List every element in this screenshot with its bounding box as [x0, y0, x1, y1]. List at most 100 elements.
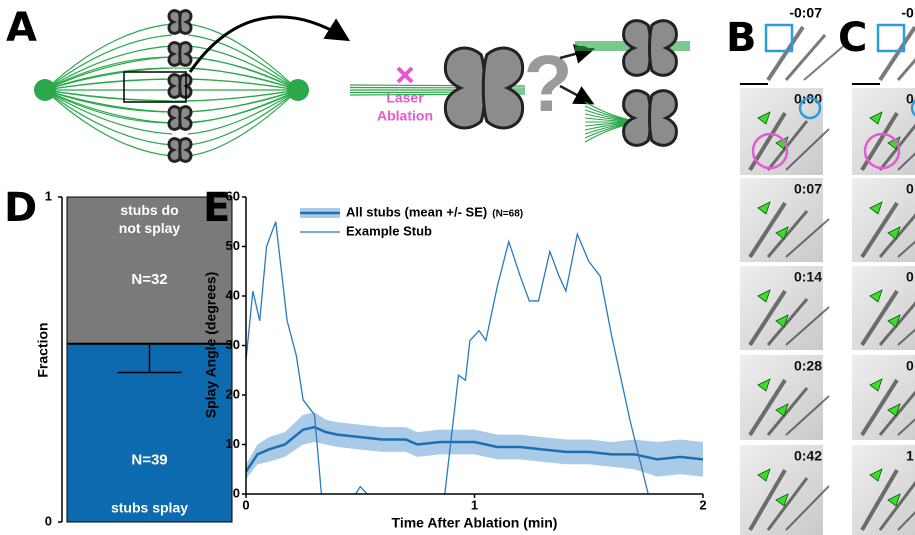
- spindle-fiber: [44, 89, 173, 146]
- image-cell: 0:18: [852, 178, 915, 262]
- fiber-streak: [784, 34, 827, 81]
- panel-label: B: [726, 15, 757, 61]
- micrograph: [852, 178, 915, 262]
- chromosome: [167, 137, 193, 163]
- arrowhead: [887, 314, 901, 328]
- fiber-streak: [766, 298, 809, 346]
- y-tick-label: 10: [226, 436, 240, 451]
- arrowhead: [775, 493, 789, 507]
- example-line: [245, 221, 649, 495]
- y-axis-label: Fraction: [35, 322, 51, 377]
- spindle-fiber: [187, 89, 299, 157]
- x-axis-label: Time After Ablation (min): [392, 515, 558, 531]
- outcome-arrow: [559, 44, 595, 64]
- roi-box: [876, 23, 906, 53]
- timestamp: 0:18: [906, 181, 915, 197]
- spindle-fiber: [44, 45, 173, 91]
- chromatid: [178, 41, 193, 67]
- chromosome: [167, 105, 193, 131]
- outcome-arrow: [559, 84, 595, 105]
- fiber-streak: [785, 485, 830, 531]
- legend-note: (N=68): [492, 209, 523, 220]
- fiber-streak: [860, 289, 899, 347]
- spindle-fiber: [187, 23, 299, 91]
- ablation-label: Ablation: [377, 108, 433, 124]
- timestamp: 0:07: [794, 181, 822, 197]
- content: A Laser Ablation ? D 0 1 Fraction N=39 stubs spla…: [4, 2, 915, 535]
- spindle-fiber: [187, 89, 299, 135]
- chromosome: [622, 89, 678, 147]
- y-tick-label: 50: [226, 238, 240, 253]
- fiber-streak: [897, 240, 915, 258]
- spindle-pole: [287, 79, 309, 101]
- stub-circle: [798, 96, 822, 120]
- arrowhead: [757, 111, 771, 125]
- arrowhead: [775, 314, 789, 328]
- timestamp: 0:42: [794, 448, 822, 464]
- y-axis-label: Splay Angle (degrees): [203, 272, 219, 419]
- chromatid: [622, 89, 652, 147]
- fiber-streak: [860, 378, 899, 437]
- panel-label: C: [838, 15, 867, 61]
- zoom-arrow: [188, 15, 351, 73]
- arrowhead: [869, 289, 883, 303]
- bar-segment: [66, 196, 233, 344]
- fiber-streak: [878, 213, 915, 258]
- spindle-fiber: [187, 89, 299, 146]
- chromosome: [622, 19, 678, 77]
- fiber-streak: [878, 301, 915, 346]
- spindle-fiber: [44, 23, 173, 91]
- image-cell: 0:42: [740, 445, 830, 535]
- ablation-circle: [751, 132, 789, 170]
- arrowhead: [757, 289, 771, 303]
- fiber-streak: [766, 210, 809, 258]
- timestamp: 0:27: [906, 269, 915, 285]
- chromatid: [178, 105, 193, 131]
- panel-label: A: [6, 5, 37, 51]
- spindle-fiber: [187, 67, 299, 91]
- fiber-streak: [860, 201, 899, 259]
- image-cell: 0:14: [740, 266, 830, 350]
- fiber-streak: [897, 418, 915, 436]
- image-cell: 0:07: [740, 178, 830, 262]
- arrowhead: [775, 226, 789, 240]
- micrograph: [852, 266, 915, 350]
- image-cell: -0:05: [870, 2, 915, 85]
- spindle-fiber: [44, 34, 173, 91]
- timestamp: 0:38: [906, 358, 915, 374]
- ablation-circle: [863, 132, 901, 170]
- arrowhead: [757, 201, 771, 215]
- y-tick-label: 0: [45, 513, 52, 528]
- panel-label: E: [203, 185, 230, 231]
- spindle-fiber: [187, 34, 299, 91]
- x-tick-label: 0: [242, 497, 249, 512]
- y-tick-label: 0: [233, 485, 240, 500]
- fiber-streak: [897, 152, 915, 171]
- timestamp: -0:07: [789, 5, 822, 21]
- count-label: N=32: [131, 271, 167, 288]
- arrowhead: [869, 201, 883, 215]
- y-tick-label: 40: [226, 287, 240, 302]
- spindle-fiber: [187, 89, 299, 113]
- fiber-streak: [878, 480, 915, 531]
- arrowhead: [869, 468, 883, 482]
- chromatid: [178, 9, 193, 35]
- arrowhead: [887, 493, 901, 507]
- ablation-label: Laser: [386, 90, 424, 106]
- spindle-pole: [34, 79, 56, 101]
- fiber-streak: [897, 511, 915, 531]
- chromosome: [167, 9, 193, 35]
- timestamp: 0:28: [794, 358, 822, 374]
- arrowhead: [869, 378, 883, 392]
- x-tick-label: 2: [699, 497, 706, 512]
- fiber-streak: [896, 58, 915, 81]
- spindle-fiber: [44, 89, 299, 102]
- chromosome: [443, 46, 525, 130]
- timestamp: 0:00: [906, 91, 915, 107]
- fiber-streak: [748, 289, 787, 347]
- spindle-fiber: [44, 89, 173, 124]
- arrowhead: [869, 111, 883, 125]
- question-mark: ?: [524, 39, 573, 128]
- image-cell: 1:20: [852, 445, 915, 535]
